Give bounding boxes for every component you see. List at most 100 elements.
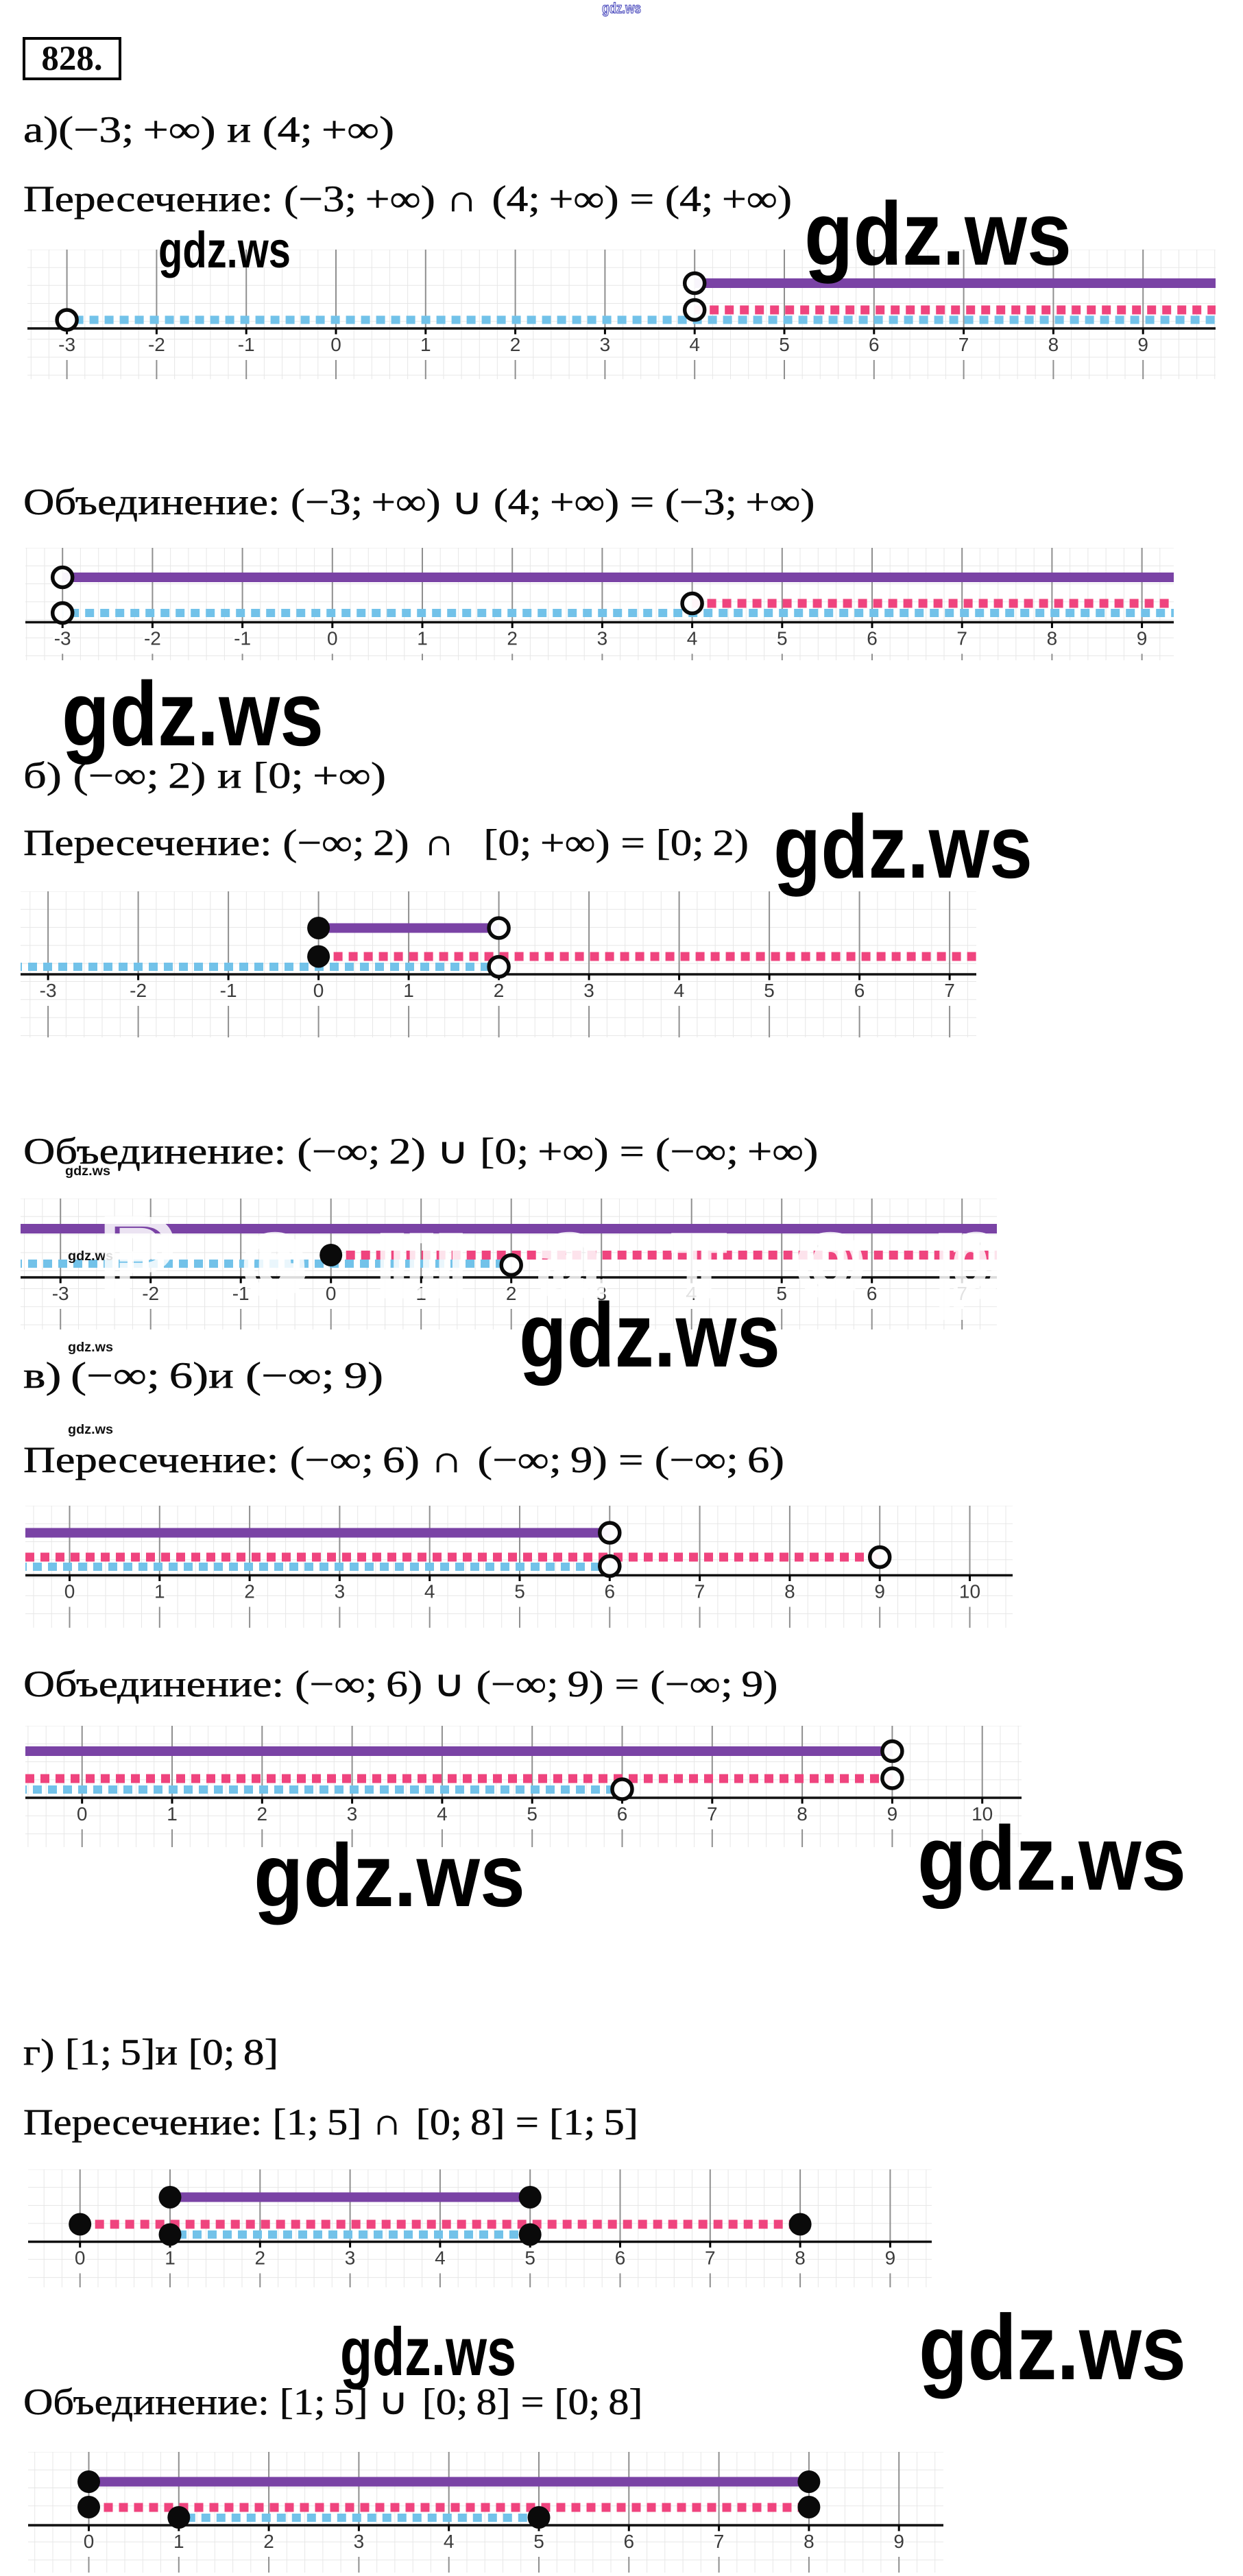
svg-text:gdz.ws: gdz.ws [340,2313,516,2390]
svg-text:0: 0 [326,1283,337,1304]
svg-text:7: 7 [707,1803,718,1825]
svg-text:2: 2 [507,628,518,649]
svg-text:-1: -1 [234,628,251,649]
svg-text:9: 9 [874,1581,885,1602]
svg-text:9: 9 [885,2248,896,2269]
svg-text:-1: -1 [232,1283,250,1304]
svg-text:8: 8 [797,1803,808,1825]
svg-text:1: 1 [154,1581,165,1602]
svg-text:-3: -3 [58,334,75,355]
svg-text:Решатор: Решатор [103,1199,1001,1316]
svg-text:2: 2 [244,1581,255,1602]
svg-text:1: 1 [415,1283,426,1304]
svg-text:9: 9 [887,1803,898,1825]
svg-text:6: 6 [605,1581,616,1602]
svg-text:0: 0 [64,1581,75,1602]
svg-text:3: 3 [345,2248,356,2269]
svg-text:gdz.ws: gdz.ws [68,1423,113,1437]
svg-text:gdz.ws: gdz.ws [602,1,641,16]
svg-text:gdz.ws: gdz.ws [158,221,291,278]
svg-text:4: 4 [444,2531,455,2552]
svg-text:gdz.ws: gdz.ws [519,1285,780,1386]
svg-text:5: 5 [527,1803,538,1825]
svg-text:6: 6 [854,980,865,1001]
svg-text:5: 5 [514,1581,525,1602]
svg-text:1: 1 [417,628,428,649]
svg-text:6: 6 [617,1803,628,1825]
svg-text:0: 0 [330,334,341,355]
svg-text:gdz.ws: gdz.ws [65,1164,110,1179]
svg-text:-3: -3 [54,628,71,649]
svg-text:7: 7 [956,1283,967,1304]
svg-text:8: 8 [784,1581,795,1602]
svg-text:1: 1 [165,2248,176,2269]
svg-text:4: 4 [686,1283,697,1304]
svg-text:2: 2 [263,2531,274,2552]
svg-text:-3: -3 [52,1283,69,1304]
svg-text:8: 8 [795,2248,806,2269]
svg-text:-1: -1 [220,980,237,1001]
svg-text:gdz.ws: gdz.ws [804,183,1072,284]
svg-text:-2: -2 [148,334,165,355]
svg-text:6: 6 [867,628,878,649]
svg-text:3: 3 [354,2531,365,2552]
svg-text:2: 2 [506,1283,517,1304]
svg-text:7: 7 [956,628,967,649]
svg-text:0: 0 [327,628,338,649]
svg-text:3: 3 [335,1581,346,1602]
svg-text:3: 3 [597,628,608,649]
svg-text:8: 8 [1048,334,1059,355]
svg-text:1: 1 [420,334,431,355]
svg-text:9: 9 [1137,628,1148,649]
svg-text:-3: -3 [40,980,57,1001]
svg-text:2: 2 [257,1803,268,1825]
svg-text:gdz.ws: gdz.ws [62,664,324,765]
svg-text:7: 7 [958,334,969,355]
svg-text:8: 8 [1047,628,1058,649]
svg-text:6: 6 [624,2531,635,2552]
svg-text:5: 5 [776,1283,787,1304]
svg-text:7: 7 [944,980,955,1001]
svg-text:-2: -2 [144,628,161,649]
svg-text:1: 1 [403,980,414,1001]
svg-text:gdz.ws: gdz.ws [254,1825,525,1925]
svg-text:gdz.ws: gdz.ws [68,1249,113,1264]
svg-text:3: 3 [347,1803,358,1825]
svg-text:gdz.ws: gdz.ws [68,1340,113,1355]
svg-text:gdz.ws: gdz.ws [773,796,1033,897]
svg-text:0: 0 [75,2248,86,2269]
svg-text:6: 6 [867,1283,878,1304]
svg-text:-2: -2 [142,1283,159,1304]
svg-text:4: 4 [437,1803,448,1825]
svg-text:7: 7 [695,1581,705,1602]
svg-text:5: 5 [779,334,790,355]
svg-text:2: 2 [255,2248,266,2269]
svg-text:4: 4 [687,628,698,649]
svg-text:6: 6 [615,2248,626,2269]
svg-text:4: 4 [435,2248,446,2269]
svg-text:9: 9 [893,2531,904,2552]
svg-text:4: 4 [674,980,685,1001]
svg-text:5: 5 [524,2248,535,2269]
svg-text:0: 0 [313,980,324,1001]
svg-text:3: 3 [600,334,611,355]
svg-text:-1: -1 [238,334,255,355]
svg-text:3: 3 [596,1283,607,1304]
svg-text:6: 6 [869,334,880,355]
svg-text:1: 1 [173,2531,184,2552]
svg-text:0: 0 [84,2531,95,2552]
svg-text:4: 4 [689,334,700,355]
svg-text:8: 8 [804,2531,814,2552]
svg-text:gdz.ws: gdz.ws [917,1808,1186,1910]
svg-text:10: 10 [959,1581,980,1602]
svg-text:7: 7 [705,2248,716,2269]
svg-text:7: 7 [714,2531,725,2552]
svg-text:5: 5 [764,980,775,1001]
svg-text:2: 2 [510,334,521,355]
svg-text:0: 0 [77,1803,88,1825]
svg-text:5: 5 [777,628,788,649]
svg-text:5: 5 [533,2531,544,2552]
svg-text:10: 10 [972,1803,993,1825]
svg-text:2: 2 [494,980,505,1001]
svg-text:4: 4 [424,1581,435,1602]
